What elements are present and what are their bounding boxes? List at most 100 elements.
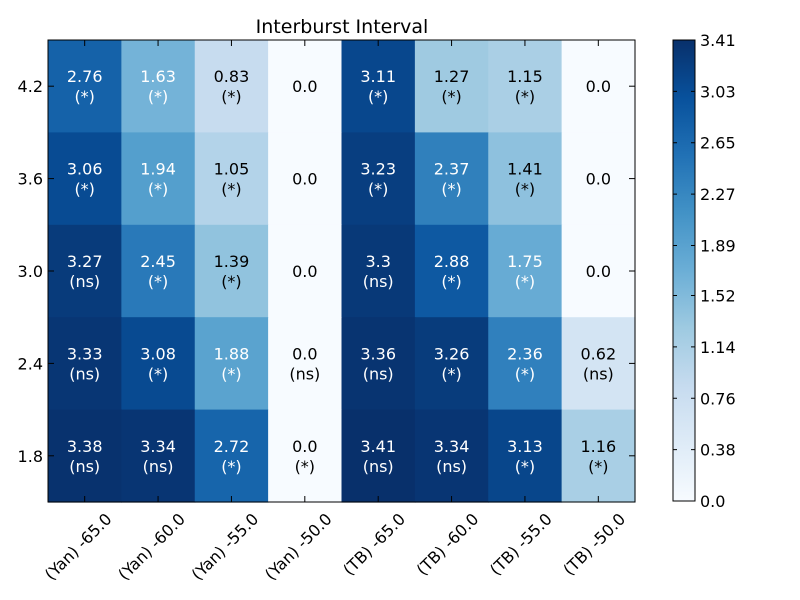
heatmap-cell bbox=[414, 132, 489, 226]
heatmap-cell bbox=[194, 40, 269, 133]
x-tick-label: (Yan) -55.0 bbox=[188, 509, 263, 584]
heatmap-cell bbox=[268, 224, 343, 318]
heatmap-cell bbox=[414, 409, 489, 503]
cell-significance-label: (*) bbox=[441, 364, 461, 383]
heatmap-cell bbox=[414, 317, 489, 411]
cell-value-label: 3.34 bbox=[140, 437, 176, 456]
cell-significance-label: (*) bbox=[441, 272, 461, 291]
y-tick-label: 2.4 bbox=[18, 354, 43, 373]
heatmap-cell bbox=[561, 40, 636, 133]
cell-significance-label: (*) bbox=[148, 87, 168, 106]
cell-significance-label: (*) bbox=[148, 180, 168, 199]
heatmap-cell bbox=[341, 132, 416, 226]
x-tick-label: (TB) -60.0 bbox=[413, 509, 483, 579]
cell-value-label: 3.38 bbox=[67, 437, 103, 456]
cell-value-label: 3.08 bbox=[140, 344, 176, 363]
y-tick-label: 3.6 bbox=[18, 170, 43, 189]
cell-significance-label: (*) bbox=[515, 364, 535, 383]
heatmap-cell bbox=[48, 224, 122, 318]
cell-significance-label: (*) bbox=[441, 87, 461, 106]
cell-value-label: 3.33 bbox=[67, 344, 103, 363]
heatmap-cell bbox=[121, 40, 196, 133]
cell-value-label: 1.41 bbox=[507, 160, 543, 179]
cell-significance-label: (*) bbox=[74, 87, 94, 106]
heatmap-cell bbox=[194, 317, 269, 411]
cell-value-label: 3.27 bbox=[67, 252, 103, 271]
heatmap-cell bbox=[48, 40, 122, 133]
cell-value-label: 1.27 bbox=[434, 67, 470, 86]
heatmap-cell bbox=[268, 317, 343, 411]
heatmap-cell bbox=[121, 132, 196, 226]
cell-value-label: 3.26 bbox=[434, 344, 470, 363]
heatmap-cell bbox=[561, 132, 636, 226]
cell-value-label: 3.34 bbox=[434, 437, 470, 456]
cell-significance-label: (ns) bbox=[436, 457, 467, 476]
cell-significance-label: (ns) bbox=[69, 272, 100, 291]
cell-value-label: 1.39 bbox=[214, 252, 250, 271]
colorbar bbox=[672, 39, 696, 502]
heatmap-cell bbox=[341, 40, 416, 133]
cell-significance-label: (*) bbox=[588, 457, 608, 476]
heatmap-cell bbox=[48, 409, 122, 503]
y-axis: 4.2 3.6 3.0 2.4 1.8 bbox=[18, 77, 635, 466]
heatmap-cell bbox=[194, 132, 269, 226]
cell-value-label: 1.16 bbox=[581, 437, 617, 456]
cell-value-label: 2.37 bbox=[434, 160, 470, 179]
cell-significance-label: (ns) bbox=[289, 364, 320, 383]
colorbar-tick-label: 0.38 bbox=[700, 441, 736, 460]
cell-significance-label: (ns) bbox=[69, 457, 100, 476]
colorbar-axis: 0.0 0.38 0.76 1.14 1.52 1.89 2.27 2.65 3.03 3.41 bbox=[673, 31, 736, 511]
cell-significance-label: (ns) bbox=[143, 457, 174, 476]
cell-significance-label: (*) bbox=[368, 180, 388, 199]
y-tick-label: 1.8 bbox=[18, 447, 43, 466]
heatmap-cell bbox=[268, 40, 343, 133]
cell-significance-label: (*) bbox=[221, 180, 241, 199]
colorbar-tick-label: 1.89 bbox=[700, 236, 736, 255]
cell-significance-label: (*) bbox=[221, 364, 241, 383]
heatmap-cell bbox=[561, 409, 636, 503]
colorbar-tick-label: 3.03 bbox=[700, 82, 736, 101]
heatmap-cell bbox=[194, 409, 269, 503]
colorbar-tick-label: 1.52 bbox=[700, 287, 736, 306]
cell-value-label: 0.0 bbox=[292, 344, 317, 363]
x-tick-label: (TB) -55.0 bbox=[486, 509, 556, 579]
cell-significance-label: (ns) bbox=[583, 364, 614, 383]
cell-significance-label: (*) bbox=[515, 457, 535, 476]
colorbar-tick-label: 0.0 bbox=[700, 492, 725, 511]
heatmap-cell bbox=[414, 224, 489, 318]
cell-value-label: 2.76 bbox=[67, 67, 103, 86]
y-tick-label: 3.0 bbox=[18, 262, 43, 281]
cell-value-label: 3.06 bbox=[67, 160, 103, 179]
cell-value-label: 1.05 bbox=[214, 160, 250, 179]
cell-significance-label: (ns) bbox=[363, 272, 394, 291]
cell-value-label: 1.75 bbox=[507, 252, 543, 271]
heatmap-cell bbox=[48, 317, 122, 411]
cell-significance-label: (*) bbox=[441, 180, 461, 199]
heatmap-cell bbox=[488, 132, 563, 226]
cell-value-label: 2.88 bbox=[434, 252, 470, 271]
heatmap-cell bbox=[488, 317, 563, 411]
cell-value-label: 3.36 bbox=[360, 344, 396, 363]
cell-value-label: 0.0 bbox=[586, 262, 611, 281]
heatmap-cell bbox=[121, 224, 196, 318]
cell-value-label: 0.62 bbox=[581, 344, 617, 363]
heatmap-cell bbox=[48, 132, 122, 226]
cell-value-label: 1.15 bbox=[507, 67, 543, 86]
cell-value-label: 3.3 bbox=[365, 252, 390, 271]
cell-value-label: 1.94 bbox=[140, 160, 176, 179]
heatmap-cell bbox=[561, 224, 636, 318]
heatmap-cell bbox=[561, 317, 636, 411]
cell-significance-label: (ns) bbox=[69, 364, 100, 383]
cell-significance-label: (*) bbox=[368, 87, 388, 106]
x-tick-label: (Yan) -65.0 bbox=[41, 509, 116, 584]
x-tick-label: (TB) -50.0 bbox=[559, 509, 629, 579]
heatmap-cell-labels: 2.76(*)1.63(*)0.83(*)0.03.11(*)1.27(*)1.… bbox=[67, 67, 616, 476]
heatmap-cell bbox=[194, 224, 269, 318]
colorbar-tick-label: 0.76 bbox=[700, 389, 736, 408]
cell-value-label: 2.36 bbox=[507, 344, 543, 363]
cell-value-label: 0.83 bbox=[214, 67, 250, 86]
cell-value-label: 1.63 bbox=[140, 67, 176, 86]
cell-significance-label: (*) bbox=[221, 87, 241, 106]
y-tick-label: 4.2 bbox=[18, 77, 43, 96]
